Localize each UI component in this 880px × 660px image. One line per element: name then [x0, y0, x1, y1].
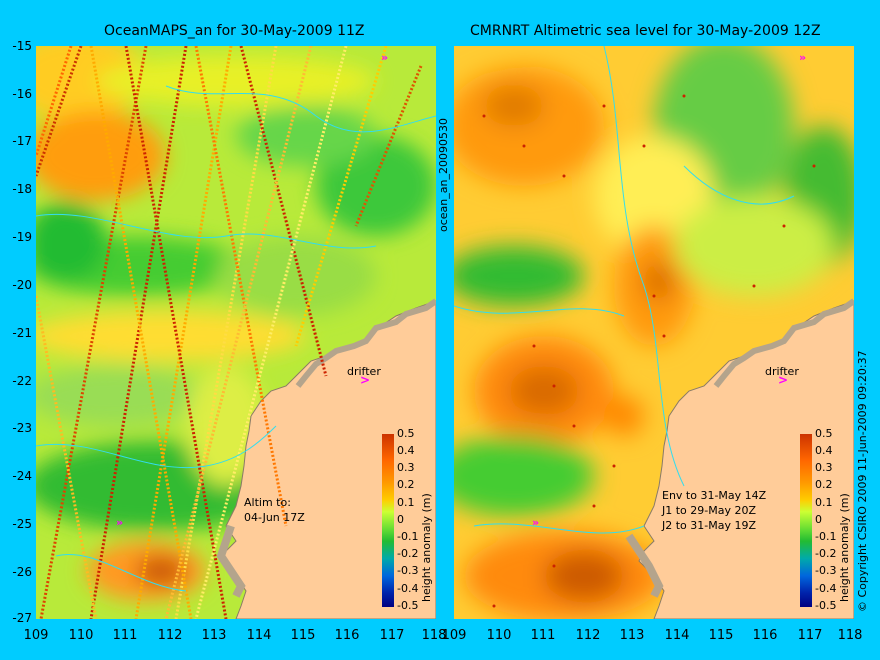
x-tick: 110: [486, 628, 512, 643]
y-tick: -25: [12, 517, 32, 531]
cbar-tick: -0.1: [815, 530, 837, 543]
x-tick: 111: [530, 628, 556, 643]
cbar-tick: 0: [397, 513, 404, 526]
cbar-tick: -0.4: [397, 582, 419, 595]
x-tick: 116: [334, 628, 360, 643]
y-tick: -23: [12, 421, 32, 435]
x-tick: 117: [379, 628, 405, 643]
cbar-tick: 0.5: [397, 427, 415, 440]
cbar-tick: 0.3: [397, 461, 415, 474]
cbar-tick: -0.2: [815, 547, 837, 560]
x-tick: 113: [619, 628, 645, 643]
right-annot-line3: J2 to 31-May 19Z: [662, 519, 757, 532]
cbar-tick: -0.5: [815, 599, 837, 612]
left-altimeter-tracks: [36, 46, 423, 619]
cbar-tick: 0.4: [815, 444, 833, 457]
svg-text:»: »: [532, 516, 539, 529]
cbar-tick: -0.3: [397, 564, 419, 577]
left-map-panel: » »: [36, 46, 436, 619]
y-tick: -26: [12, 565, 32, 579]
y-tick: -24: [12, 469, 32, 483]
left-altim-line1: Altim to:: [244, 496, 291, 509]
right-drifter-icon: >: [778, 373, 789, 387]
cbar-tick: 0: [815, 513, 822, 526]
x-tick: 114: [246, 628, 272, 643]
left-drifter-icon: >: [360, 373, 371, 387]
left-altim-annotation: Altim to: 04-Jun 17Z: [244, 495, 305, 525]
y-tick: -20: [12, 278, 32, 292]
right-colorbar: [800, 434, 812, 607]
x-tick: 118: [421, 628, 447, 643]
left-colorbar-label: height anomaly (m): [420, 493, 433, 602]
x-tick: 112: [157, 628, 183, 643]
cbar-tick: -0.1: [397, 530, 419, 543]
left-panel-title: OceanMAPS_an for 30-May-2009 11Z: [104, 23, 365, 39]
right-annot-line2: J1 to 29-May 20Z: [662, 504, 757, 517]
y-tick: -21: [12, 326, 32, 340]
cbar-tick: 0.2: [815, 478, 833, 491]
x-tick: 118: [837, 628, 863, 643]
y-tick: -17: [12, 134, 32, 148]
x-tick: 109: [23, 628, 49, 643]
copyright-label: © Copyright CSIRO 2009 11-Jun-2009 09:20…: [856, 350, 869, 612]
y-tick: -15: [12, 39, 32, 53]
y-tick: -22: [12, 374, 32, 388]
right-drifter-label: drifter: [765, 365, 799, 378]
right-map-panel: » »: [454, 46, 854, 619]
right-annot-line1: Env to 31-May 14Z: [662, 489, 767, 502]
x-tick: 115: [708, 628, 734, 643]
left-altim-line2: 04-Jun 17Z: [244, 511, 305, 524]
left-map-svg: » »: [36, 46, 436, 619]
y-tick: -16: [12, 87, 32, 101]
cbar-tick: 0.4: [397, 444, 415, 457]
right-colorbar-label: height anomaly (m): [838, 493, 851, 602]
left-colorbar: [382, 434, 394, 607]
cbar-tick: -0.3: [815, 564, 837, 577]
left-drifter-label: drifter: [347, 365, 381, 378]
x-tick: 109: [441, 628, 467, 643]
cbar-tick: -0.5: [397, 599, 419, 612]
cbar-tick: 0.1: [397, 496, 415, 509]
y-tick: -27: [12, 611, 32, 625]
right-map-svg: » »: [454, 46, 854, 619]
x-tick: 112: [575, 628, 601, 643]
x-tick: 115: [290, 628, 316, 643]
y-tick: -18: [12, 182, 32, 196]
y-tick: -19: [12, 230, 32, 244]
x-tick: 113: [201, 628, 227, 643]
svg-text:»: »: [381, 51, 388, 64]
right-panel-title: CMRNRT Altimetric sea level for 30-May-2…: [470, 23, 821, 39]
svg-text:»: »: [799, 51, 806, 64]
svg-text:»: »: [116, 516, 123, 529]
x-tick: 117: [797, 628, 823, 643]
cbar-tick: 0.1: [815, 496, 833, 509]
cbar-tick: -0.4: [815, 582, 837, 595]
right-sat-annotation: Env to 31-May 14Z J1 to 29-May 20Z J2 to…: [662, 488, 766, 533]
x-tick: 116: [752, 628, 778, 643]
center-vertical-label: ocean_an_20090530: [437, 118, 450, 232]
x-tick: 114: [664, 628, 690, 643]
cbar-tick: 0.5: [815, 427, 833, 440]
x-tick: 110: [68, 628, 94, 643]
cbar-tick: 0.2: [397, 478, 415, 491]
cbar-tick: -0.2: [397, 547, 419, 560]
x-tick: 111: [112, 628, 138, 643]
cbar-tick: 0.3: [815, 461, 833, 474]
